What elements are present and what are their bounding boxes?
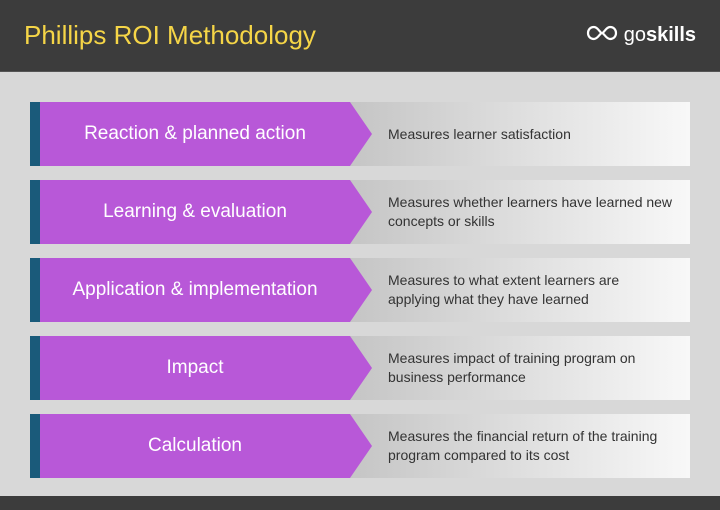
logo: goskills	[586, 24, 696, 47]
accent-bar	[30, 414, 40, 478]
methodology-row: Calculation Measures the financial retur…	[30, 414, 690, 478]
label-box: Application & implementation	[40, 258, 350, 322]
logo-text: goskills	[624, 24, 696, 47]
row-label: Application & implementation	[64, 279, 325, 301]
methodology-row: Learning & evaluation Measures whether l…	[30, 180, 690, 244]
desc-box: Measures the financial return of the tra…	[350, 414, 690, 478]
desc-box: Measures learner satisfaction	[350, 102, 690, 166]
row-desc: Measures to what extent learners are app…	[388, 271, 674, 309]
accent-bar	[30, 102, 40, 166]
row-label: Learning & evaluation	[95, 201, 295, 223]
label-box: Learning & evaluation	[40, 180, 350, 244]
label-box: Calculation	[40, 414, 350, 478]
desc-box: Measures whether learners have learned n…	[350, 180, 690, 244]
rows-container: Reaction & planned action Measures learn…	[0, 72, 720, 496]
desc-box: Measures impact of training program on b…	[350, 336, 690, 400]
row-desc: Measures whether learners have learned n…	[388, 193, 674, 231]
infinity-icon	[586, 24, 618, 47]
row-desc: Measures learner satisfaction	[388, 125, 571, 144]
header: Phillips ROI Methodology goskills	[0, 0, 720, 72]
methodology-row: Application & implementation Measures to…	[30, 258, 690, 322]
label-box: Reaction & planned action	[40, 102, 350, 166]
accent-bar	[30, 180, 40, 244]
page-title: Phillips ROI Methodology	[24, 20, 316, 51]
row-label: Calculation	[140, 435, 250, 457]
accent-bar	[30, 336, 40, 400]
row-desc: Measures impact of training program on b…	[388, 349, 674, 387]
methodology-row: Impact Measures impact of training progr…	[30, 336, 690, 400]
methodology-row: Reaction & planned action Measures learn…	[30, 102, 690, 166]
label-box: Impact	[40, 336, 350, 400]
accent-bar	[30, 258, 40, 322]
row-label: Impact	[158, 357, 231, 379]
row-label: Reaction & planned action	[76, 123, 314, 145]
footer-bar	[0, 496, 720, 510]
row-desc: Measures the financial return of the tra…	[388, 427, 674, 465]
desc-box: Measures to what extent learners are app…	[350, 258, 690, 322]
